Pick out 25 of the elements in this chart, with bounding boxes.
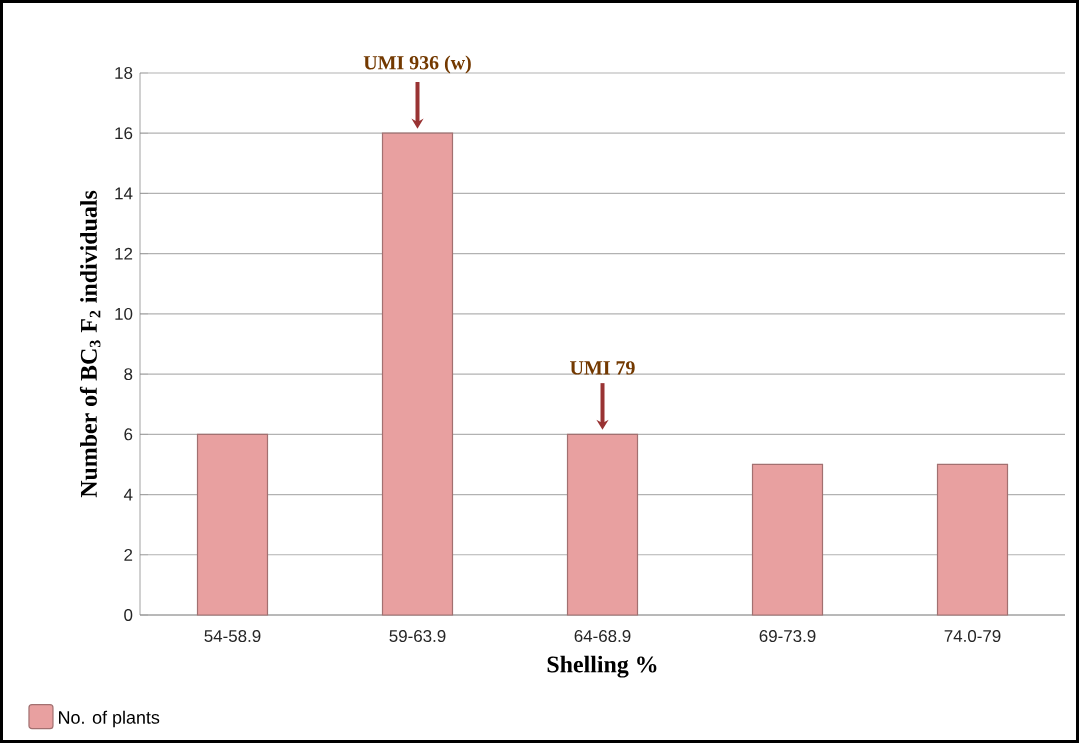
bar	[566, 433, 639, 616]
x-tick-label: 59-63.9	[389, 630, 446, 643]
x-axis-title: Shelling %	[547, 655, 657, 678]
y-axis-title: Number of BC$_{3}$ F$_{2}$ individuals	[79, 190, 101, 498]
bar	[196, 433, 269, 616]
y-tick-label: 4	[123, 488, 133, 501]
x-tick-label: 69-73.9	[759, 630, 816, 643]
y-tick-label: 8	[124, 368, 133, 381]
x-tick-label: 74.0-79	[944, 630, 1001, 643]
y-tick-label: 0	[124, 609, 133, 621]
y-tick-label: 10	[115, 307, 133, 320]
y-tick-label: 14	[115, 187, 133, 200]
bar	[936, 463, 1009, 616]
bar	[751, 463, 824, 616]
y-tick-label: 2	[124, 548, 133, 561]
y-tick-label: 12	[115, 247, 133, 260]
bar	[381, 132, 454, 616]
y-tick-label: 6	[124, 428, 133, 441]
y-tick-label: 16	[115, 127, 133, 140]
annotation: UMI 936 (w)	[363, 55, 471, 74]
x-tick-label: 64-68.9	[574, 630, 631, 643]
legend-label: No. of plants	[59, 710, 160, 728]
y-tick-label: 18	[115, 67, 133, 79]
annotation: UMI 79	[570, 361, 635, 375]
x-tick-label: 54-58.9	[204, 630, 261, 643]
